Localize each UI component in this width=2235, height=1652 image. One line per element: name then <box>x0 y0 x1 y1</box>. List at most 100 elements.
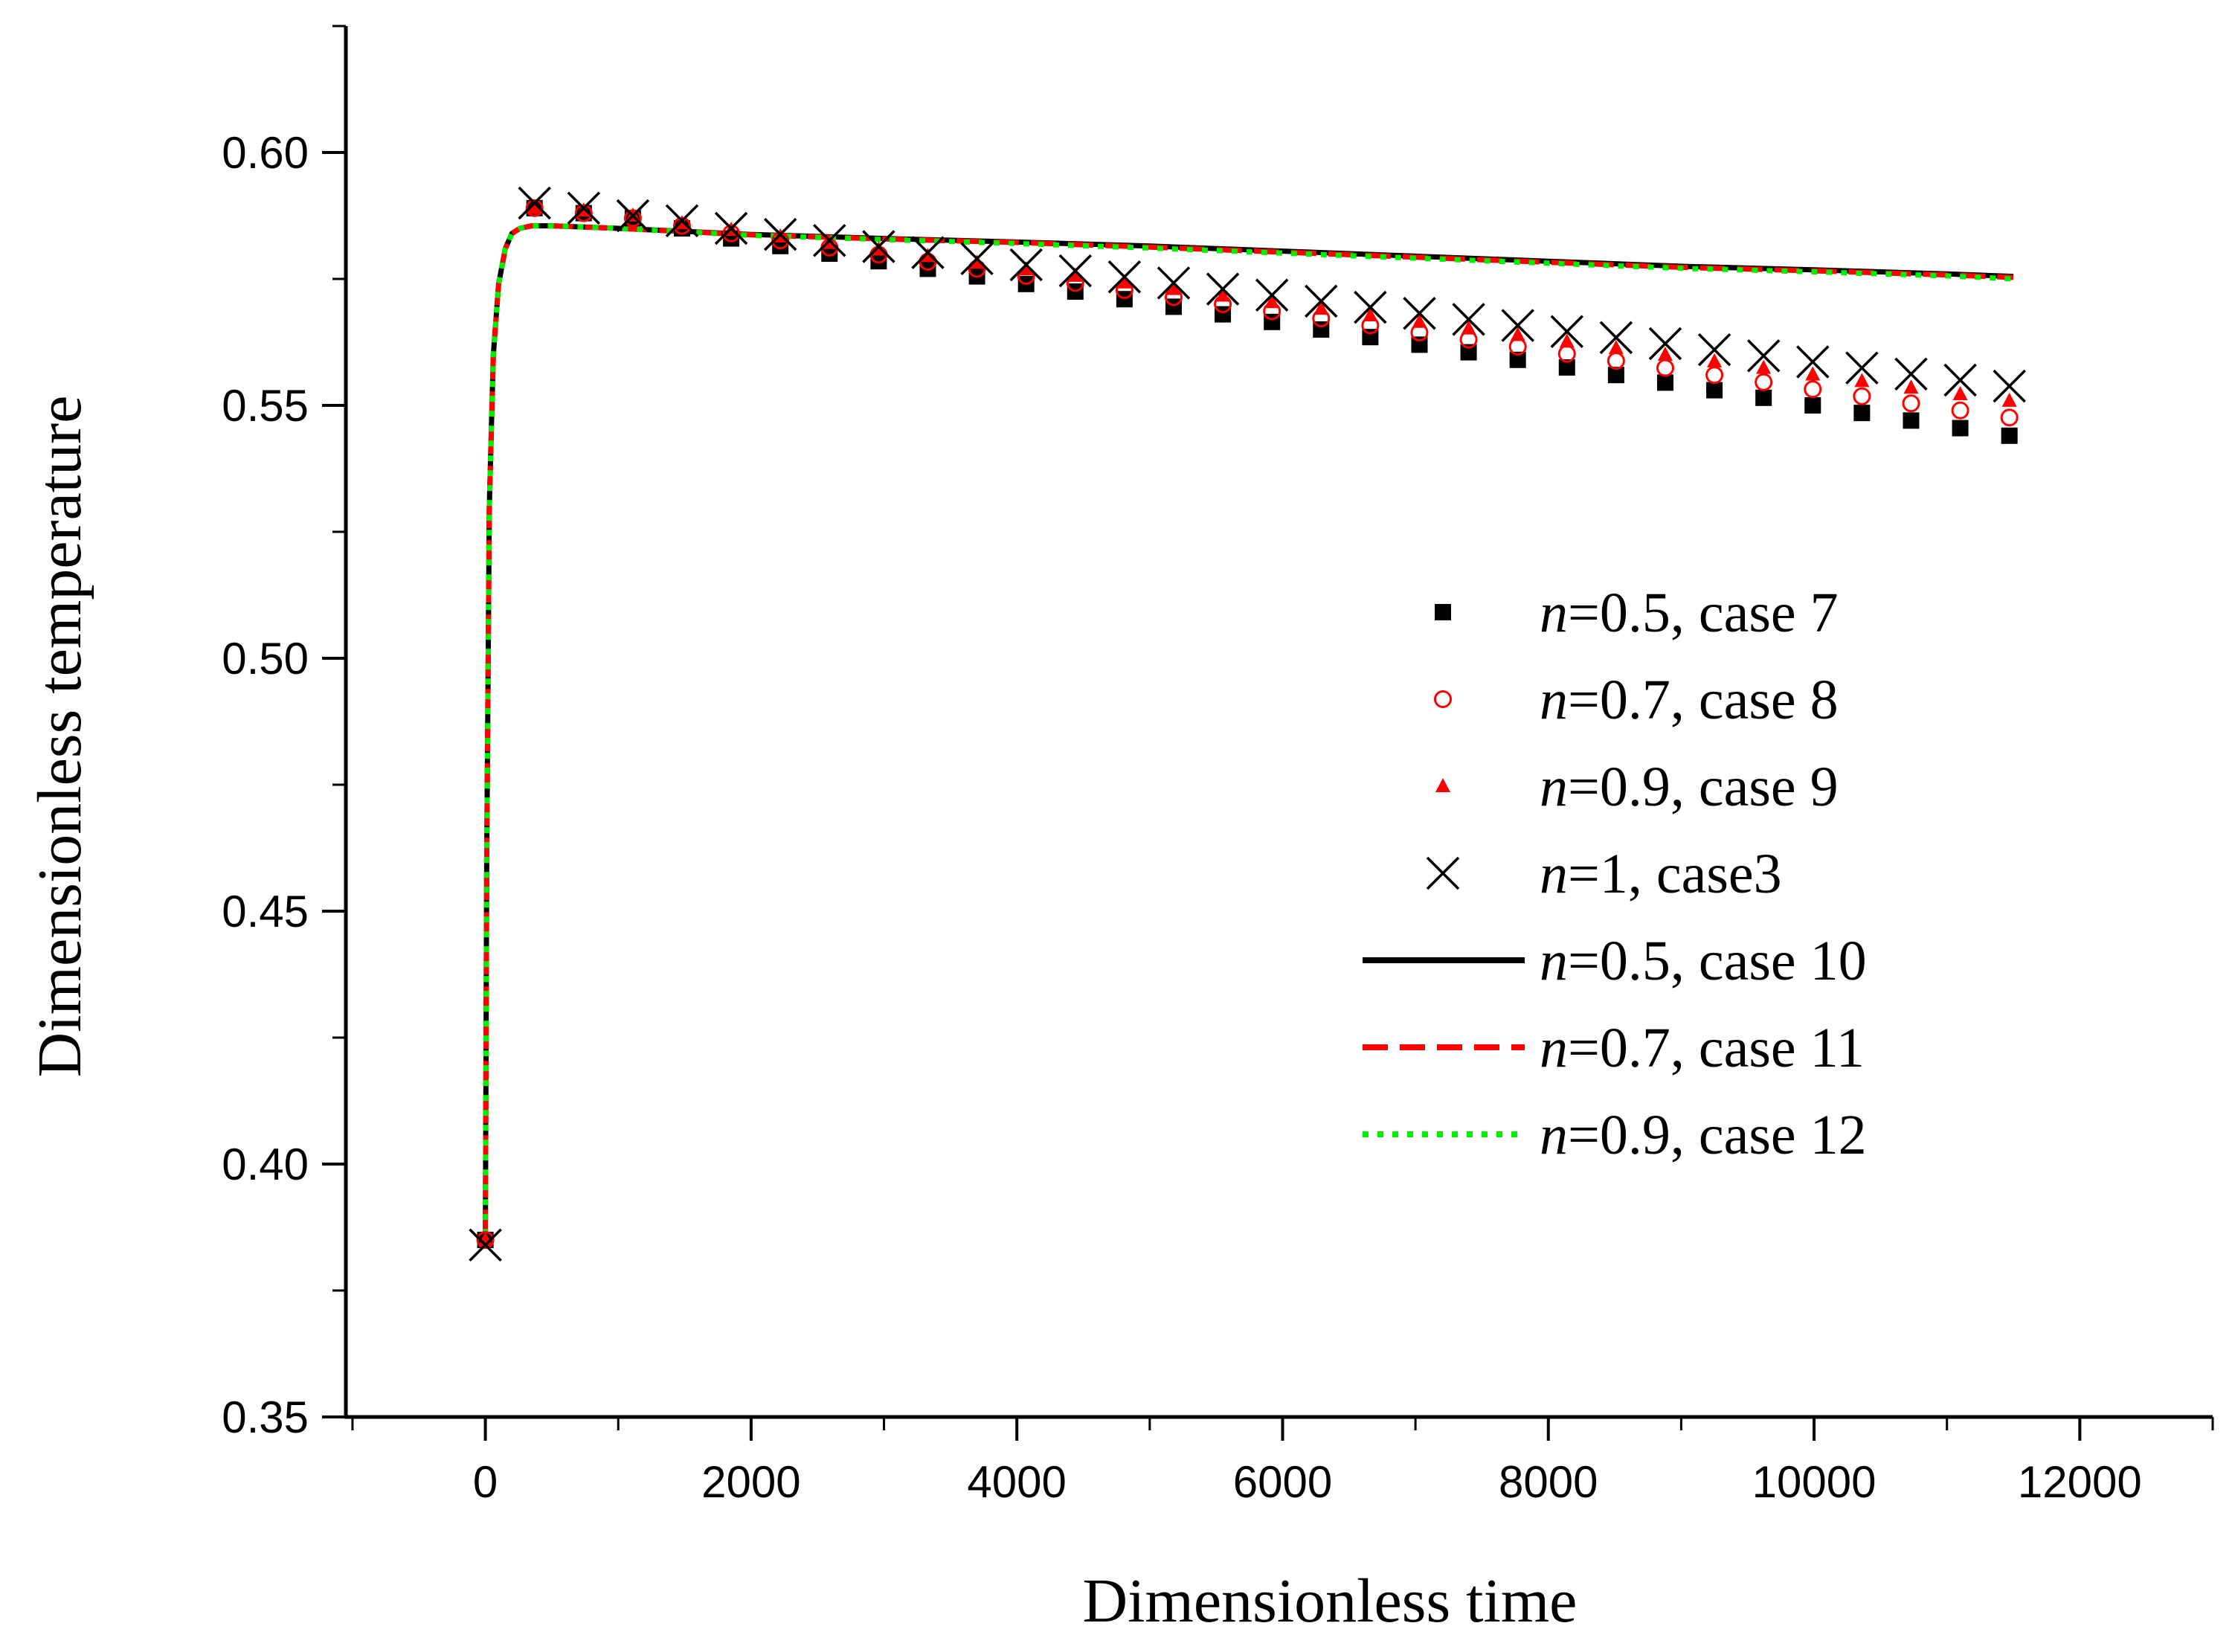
legend-label: n=0.9, case 12 <box>1540 1104 1867 1166</box>
data-point <box>1461 320 1476 335</box>
data-point <box>1903 412 1920 429</box>
legend-label: n=0.5, case 7 <box>1540 582 1839 644</box>
data-point <box>1403 297 1436 330</box>
series-line-6 <box>483 223 2014 1235</box>
legend-label: n=0.9, case 9 <box>1540 756 1839 818</box>
data-point <box>1157 266 1191 300</box>
data-point <box>1796 345 1830 379</box>
legend-item: n=0.9, case 12 <box>1363 1104 1867 1166</box>
x-tick-label: 2000 <box>701 1457 800 1507</box>
legend-label: n=0.7, case 8 <box>1540 669 1839 731</box>
x-marker-stroke <box>1550 315 1584 348</box>
data-point <box>821 245 838 262</box>
x-marker-stroke <box>567 191 601 225</box>
data-point <box>1993 369 2026 403</box>
x-tick-label: 8000 <box>1499 1457 1598 1507</box>
data-point <box>1608 340 1624 355</box>
x-axis-title: Dimensionless time <box>1083 1566 1578 1636</box>
y-tick-label: 0.60 <box>222 128 309 178</box>
data-point <box>1894 357 1928 391</box>
legend-label-text: =1, case3 <box>1568 843 1782 905</box>
data-point <box>1804 380 1822 399</box>
data-point <box>1255 278 1289 312</box>
y-tick-label: 0.40 <box>222 1140 309 1189</box>
data-point <box>1706 382 1723 399</box>
legend-symbol <box>1434 690 1452 708</box>
legend-label-variable: n <box>1540 756 1568 818</box>
data-point <box>1648 327 1682 361</box>
x-marker-stroke <box>1796 345 1830 379</box>
x-marker-stroke <box>1107 260 1142 294</box>
legend-label: n=1, case3 <box>1540 843 1782 905</box>
legend-label-variable: n <box>1540 669 1568 731</box>
y-tick-label: 0.50 <box>222 634 309 684</box>
data-point <box>813 224 846 257</box>
data-point <box>567 191 601 225</box>
data-point <box>1354 290 1387 324</box>
data-point <box>1746 339 1781 373</box>
legend-symbol <box>1435 604 1451 620</box>
series-markers-1 <box>477 199 2018 1248</box>
x-marker-stroke <box>1894 357 1928 391</box>
data-point <box>2001 427 2018 444</box>
data-point <box>1697 332 1731 367</box>
legend-item: n=0.9, case 9 <box>1435 756 1839 818</box>
data-point <box>1116 274 1132 289</box>
data-point <box>1805 366 1821 381</box>
data-point <box>862 230 895 263</box>
data-point <box>518 186 551 220</box>
x-marker-stroke <box>911 236 945 269</box>
x-marker-stroke <box>1943 363 1977 397</box>
data-point <box>1501 309 1534 342</box>
x-marker-stroke <box>1426 856 1460 890</box>
x-marker-stroke <box>1255 278 1289 312</box>
legend-item: n=0.7, case 11 <box>1363 1017 1865 1079</box>
data-point <box>1452 303 1485 336</box>
legend-symbol <box>1426 856 1460 890</box>
data-point <box>1412 313 1427 328</box>
data-point <box>1165 280 1181 295</box>
legend-label-variable: n <box>1540 843 1568 905</box>
legend-label-text: =0.7, case 8 <box>1568 669 1839 731</box>
legend-item: n=0.5, case 7 <box>1435 582 1839 644</box>
data-point <box>1756 359 1772 374</box>
data-point <box>1559 333 1575 348</box>
legend-label-text: =0.7, case 11 <box>1568 1017 1865 1079</box>
x-marker-stroke <box>665 204 699 238</box>
data-point <box>1411 336 1428 353</box>
x-tick-label: 0 <box>473 1457 498 1507</box>
data-point <box>1755 373 1773 391</box>
legend-label-variable: n <box>1540 930 1568 992</box>
legend-label-text: =0.9, case 12 <box>1568 1104 1867 1166</box>
legend-symbol <box>1435 778 1450 792</box>
data-point <box>870 253 887 270</box>
x-marker-stroke <box>862 230 895 263</box>
x-marker-stroke <box>1697 332 1731 367</box>
data-point <box>1952 386 1968 401</box>
data-point <box>1460 344 1477 361</box>
x-marker-stroke <box>1746 339 1781 373</box>
x-marker-stroke <box>1206 272 1240 306</box>
data-point <box>1657 347 1673 361</box>
data-point <box>1206 272 1240 306</box>
plot-area <box>469 186 2026 1262</box>
y-tick-label: 0.35 <box>222 1392 309 1442</box>
data-point <box>1018 261 1034 276</box>
data-point <box>1116 291 1133 308</box>
x-marker-stroke <box>518 186 551 220</box>
data-point <box>2000 408 2019 427</box>
x-marker-stroke <box>1403 297 1436 330</box>
data-point <box>1853 405 1871 422</box>
legend-item: n=0.5, case 10 <box>1363 930 1867 992</box>
legend-label-text: =0.5, case 10 <box>1568 930 1867 992</box>
data-point <box>1009 248 1043 282</box>
x-marker-stroke <box>469 1228 502 1262</box>
data-point <box>527 199 542 214</box>
data-point <box>1264 294 1280 309</box>
x-marker-stroke <box>1993 369 2026 403</box>
x-marker-stroke <box>813 224 846 257</box>
data-point <box>1067 267 1083 282</box>
legend-label-text: =0.5, case 7 <box>1568 582 1839 644</box>
y-tick-label: 0.45 <box>222 887 309 936</box>
